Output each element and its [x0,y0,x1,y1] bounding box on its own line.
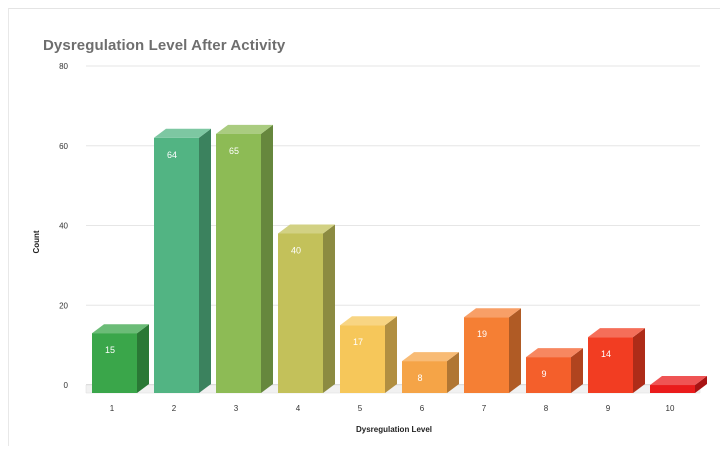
bar-side [261,124,273,393]
data-label: 14 [601,349,611,359]
data-label: 8 [417,373,422,383]
data-label: 19 [477,329,487,339]
bar-side [199,128,211,394]
y-axis-label: Count [32,230,41,253]
bar-front [216,133,261,393]
bar-top [526,348,583,358]
chart-title: Dysregulation Level After Activity [43,37,286,54]
y-tick-label: 40 [59,222,68,231]
bar: 64 [154,128,211,394]
x-axis-label: Dysregulation Level [356,425,432,434]
x-axis-ticks: 1 2 3 4 5 6 7 8 9 10 [110,404,675,413]
data-label: 40 [291,246,301,256]
x-tick-label: 2 [172,404,177,413]
bar-side [695,376,707,393]
bar-side [385,316,397,393]
bar-side [633,328,645,393]
x-tick-label: 9 [606,404,611,413]
x-tick-label: 10 [666,404,675,413]
bar-top [278,224,335,234]
x-tick-label: 5 [358,404,363,413]
x-tick-label: 1 [110,404,115,413]
x-tick-label: 7 [482,404,487,413]
bar-front [464,317,509,393]
bar: 14 [588,328,645,393]
bar-side [323,224,335,393]
bar: 8 [402,352,459,393]
bar-front [650,385,695,393]
bar-front [92,333,137,393]
y-axis-ticks: 0 20 40 60 80 [59,62,68,390]
bar-side [447,352,459,393]
data-label: 17 [353,337,363,347]
bar: 9 [526,348,583,393]
bar-top [340,316,397,326]
bar-side [509,308,521,393]
x-tick-label: 6 [420,404,425,413]
bar-top [154,128,211,138]
bar-top [650,376,707,386]
y-tick-label: 80 [59,62,68,71]
bar: 65 [216,124,273,393]
bar-side [137,324,149,393]
data-label: 64 [167,150,177,160]
bar: 17 [340,316,397,393]
bar-top [216,124,273,134]
bar: 15 [92,324,149,393]
x-tick-label: 3 [234,404,239,413]
y-tick-label: 0 [64,381,69,390]
bar: 2 [650,376,707,407]
bar-front [278,233,323,393]
bar-front [402,361,447,393]
y-tick-label: 60 [59,142,68,151]
bar-front [526,357,571,393]
data-label: 9 [541,369,546,379]
bar-top [92,324,149,334]
bars: 15 64 65 40 17 8 19 9 14 2 [92,124,707,407]
x-tick-label: 4 [296,404,301,413]
bar-top [464,308,521,318]
bar-front [340,325,385,393]
bar-side [571,348,583,393]
bar: 19 [464,308,521,393]
data-label: 2 [665,397,670,407]
x-tick-label: 8 [544,404,549,413]
y-tick-label: 20 [59,301,68,310]
data-label: 15 [105,345,115,355]
bar-front [588,337,633,393]
bar-top [402,352,459,362]
bar: 40 [278,224,335,393]
bar-top [588,328,645,338]
bar-front [154,137,199,393]
data-label: 65 [229,146,239,156]
